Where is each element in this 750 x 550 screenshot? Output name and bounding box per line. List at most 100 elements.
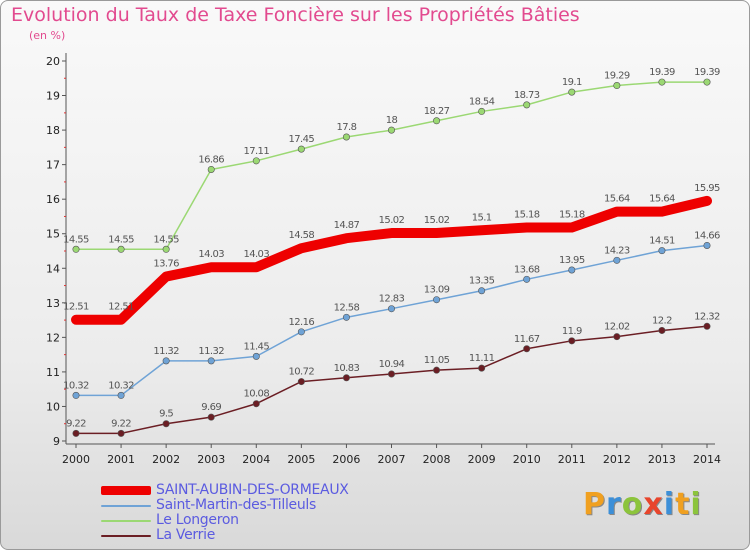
data-label: 12.51 — [108, 302, 134, 313]
data-label: 12.32 — [694, 311, 720, 322]
legend-swatch-le-longeron — [101, 520, 151, 522]
data-point — [342, 313, 350, 321]
data-label: 14.03 — [243, 249, 269, 260]
proxiti-logo: Proxiti — [583, 487, 702, 522]
data-point — [162, 245, 170, 253]
data-label: 12.02 — [604, 322, 630, 333]
y-tick-label: 16 — [46, 193, 60, 206]
data-point — [297, 145, 305, 153]
x-tick-label: 2013 — [648, 453, 676, 466]
data-label: 17.11 — [243, 146, 269, 157]
x-tick-label: 2001 — [107, 453, 135, 466]
data-point — [703, 78, 711, 86]
data-label: 14.58 — [289, 230, 315, 241]
data-label: 19.29 — [604, 71, 630, 82]
y-tick-label: 15 — [46, 228, 60, 241]
data-point — [568, 266, 576, 274]
data-point — [207, 357, 215, 365]
data-label: 9.22 — [66, 418, 86, 429]
data-point — [613, 82, 621, 90]
data-label: 14.55 — [63, 234, 89, 245]
data-point — [658, 78, 666, 86]
x-tick-label: 2004 — [242, 453, 270, 466]
data-point — [433, 366, 441, 374]
data-label: 14.51 — [649, 236, 675, 247]
proxiti-logo-letter: P — [583, 487, 606, 522]
data-point — [568, 88, 576, 96]
data-label: 9.5 — [159, 409, 173, 420]
y-tick-label: 10 — [46, 400, 60, 413]
y-tick-label: 9 — [53, 435, 60, 448]
data-point — [117, 429, 125, 437]
proxiti-logo-letter: o — [621, 487, 644, 522]
data-label: 14.66 — [694, 230, 720, 241]
legend-label-saint-aubin: SAINT-AUBIN-DES-ORMEAUX — [156, 482, 349, 498]
proxiti-logo-letter: t — [675, 487, 691, 522]
legend-label-saint-martin: Saint-Martin-des-Tilleuls — [156, 497, 317, 513]
data-point — [387, 126, 395, 134]
data-label: 10.32 — [108, 380, 134, 391]
data-label: 11.05 — [424, 355, 450, 366]
data-label: 15.64 — [649, 194, 675, 205]
data-label: 14.55 — [108, 234, 134, 245]
data-label: 11.45 — [243, 341, 269, 352]
data-point — [297, 328, 305, 336]
chart-subtitle: (en %) — [29, 29, 66, 42]
data-point — [478, 287, 486, 295]
data-label: 15.64 — [604, 194, 630, 205]
data-point — [72, 245, 80, 253]
data-label: 13.09 — [424, 285, 450, 296]
proxiti-logo-letter: x — [643, 487, 664, 522]
data-point — [162, 357, 170, 365]
data-label: 12.58 — [334, 302, 360, 313]
data-label: 15.18 — [514, 210, 540, 221]
x-tick-label: 2014 — [693, 453, 721, 466]
data-point — [342, 133, 350, 141]
data-label: 15.02 — [379, 215, 405, 226]
data-label: 14.55 — [153, 234, 179, 245]
data-point — [297, 378, 305, 386]
y-tick-label: 14 — [46, 262, 60, 275]
data-label: 10.94 — [379, 359, 405, 370]
data-label: 13.68 — [514, 264, 540, 275]
x-tick-label: 2011 — [558, 453, 586, 466]
data-point — [252, 157, 260, 165]
data-point — [162, 420, 170, 428]
data-label: 17.8 — [336, 122, 356, 133]
data-point — [523, 101, 531, 109]
data-label: 13.95 — [559, 255, 585, 266]
proxiti-logo-letter: i — [663, 487, 676, 522]
x-tick-label: 2003 — [197, 453, 225, 466]
x-tick-label: 2006 — [332, 453, 360, 466]
x-tick-label: 2007 — [378, 453, 406, 466]
data-point — [478, 364, 486, 372]
data-label: 9.22 — [111, 418, 131, 429]
data-label: 18 — [386, 115, 398, 126]
data-point — [433, 117, 441, 125]
data-point — [703, 322, 711, 330]
x-tick-label: 2002 — [152, 453, 180, 466]
data-point — [387, 305, 395, 313]
data-label: 11.11 — [469, 353, 495, 364]
y-tick-label: 18 — [46, 124, 60, 137]
data-label: 15.1 — [472, 212, 492, 223]
y-tick-label: 11 — [46, 366, 60, 379]
proxiti-logo-letter: r — [606, 487, 622, 522]
data-point — [207, 165, 215, 173]
data-label: 12.83 — [379, 294, 405, 305]
data-label: 12.16 — [289, 317, 315, 328]
data-label: 19.39 — [649, 67, 675, 78]
legend-label-la-verrie: La Verrie — [156, 527, 216, 543]
data-label: 10.08 — [243, 389, 269, 400]
data-point — [72, 429, 80, 437]
data-label: 16.86 — [198, 154, 224, 165]
y-tick-label: 13 — [46, 297, 60, 310]
data-point — [568, 337, 576, 345]
data-label: 9.69 — [201, 402, 221, 413]
data-label: 10.32 — [63, 380, 89, 391]
data-label: 19.1 — [562, 77, 582, 88]
data-point — [387, 370, 395, 378]
chart-title: Evolution du Taux de Taxe Foncière sur l… — [11, 4, 580, 26]
